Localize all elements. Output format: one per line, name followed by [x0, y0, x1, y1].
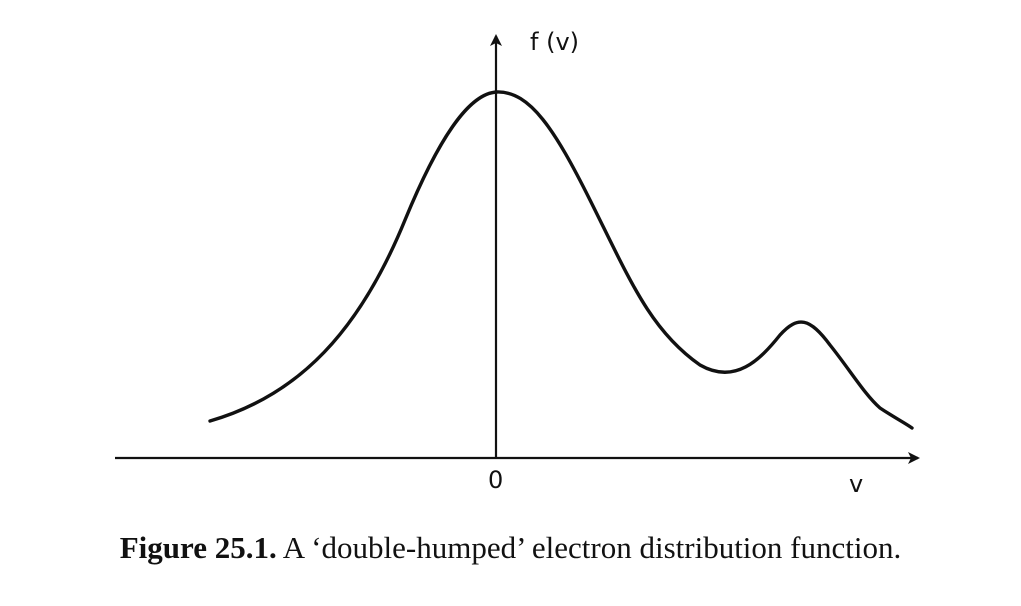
y-axis-label: f (v) [530, 28, 579, 56]
x-axis-label: v [849, 470, 863, 498]
caption-text: A ‘double-humped’ electron distribution … [282, 530, 902, 565]
caption-label: Figure 25.1. [119, 530, 277, 565]
figure-caption: Figure 25.1. A ‘double-humped’ electron … [0, 530, 1021, 566]
distribution-curve [208, 90, 914, 430]
origin-label: 0 [488, 466, 503, 494]
